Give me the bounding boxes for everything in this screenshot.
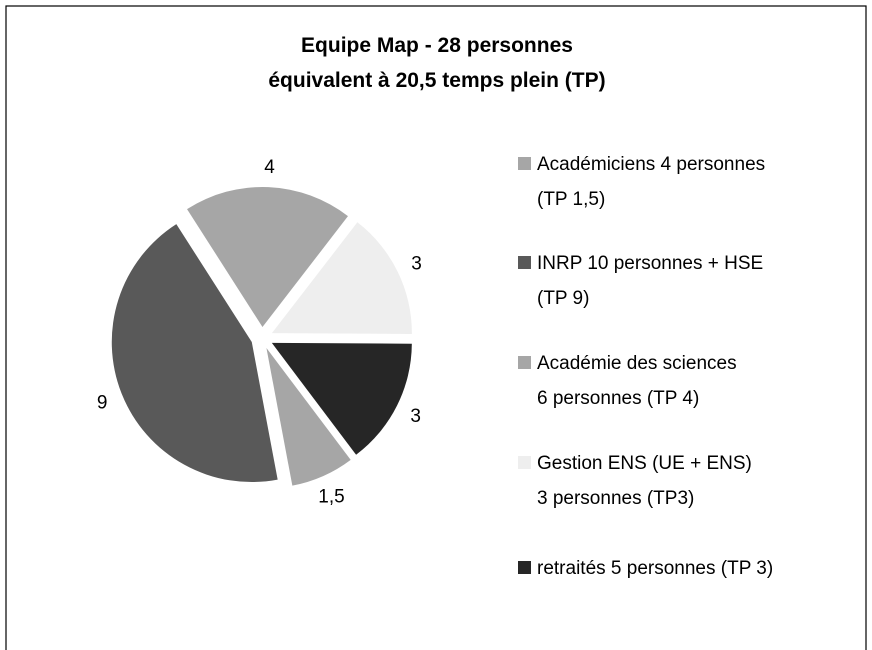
- data-label: 3: [410, 406, 421, 427]
- legend-label: INRP 10 personnes + HSE (TP 9): [537, 253, 763, 309]
- legend-label: Académiciens 4 personnes (TP 1,5): [537, 154, 765, 210]
- data-label: 4: [264, 157, 275, 178]
- legend-swatch: [518, 256, 531, 269]
- legend-swatch: [518, 561, 531, 574]
- legend-swatch: [518, 356, 531, 369]
- pie-slice: [271, 342, 412, 455]
- chart-title: Equipe Map - 28 personnes équivalent à 20…: [268, 34, 605, 92]
- legend-swatch: [518, 157, 531, 170]
- data-label: 3: [411, 254, 422, 275]
- pie-slice: [187, 187, 348, 328]
- data-label: 1,5: [318, 486, 344, 507]
- legend-label: Gestion ENS (UE + ENS) 3 personnes (TP3): [537, 453, 752, 509]
- pie-slice: [271, 222, 412, 334]
- legend-label: Académie des sciences 6 personnes (TP 4): [537, 353, 737, 409]
- data-label: 9: [97, 392, 108, 413]
- legend-swatch: [518, 456, 531, 469]
- legend-label: retraités 5 personnes (TP 3): [537, 558, 773, 579]
- pie-slice: [266, 348, 351, 486]
- pie-slice: [111, 224, 278, 483]
